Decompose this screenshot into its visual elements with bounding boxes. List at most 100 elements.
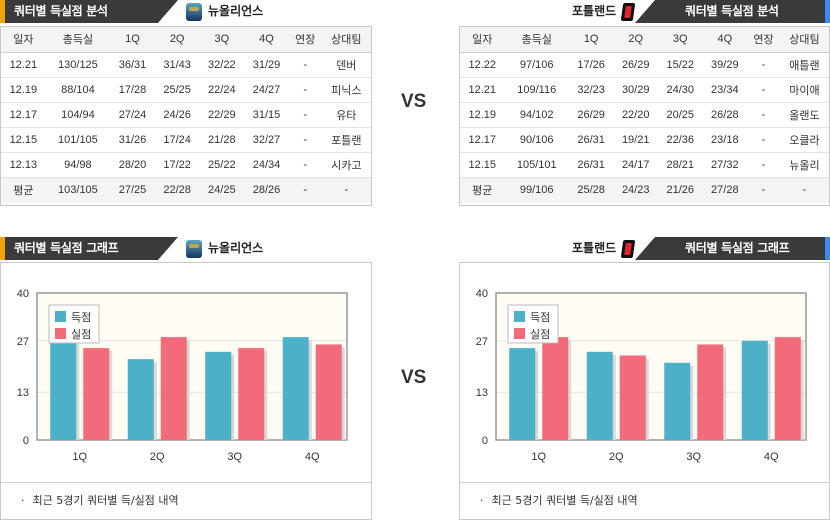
- table-cell: 12.17: [1, 102, 46, 128]
- table-cell: -: [288, 77, 322, 103]
- right-chart-panel: 0 13 27 40 1Q 2Q 3Q 4Q 득점 실점 · 최근 5경기 쿼터별 득/실점 내역: [459, 262, 830, 520]
- table-cell: 24/34: [244, 152, 289, 178]
- bar-score: [509, 348, 536, 440]
- table-cell: 12.21: [1, 52, 46, 78]
- bar-allowed: [542, 337, 569, 440]
- table-cell: 94/98: [45, 152, 111, 178]
- table-cell: -: [288, 152, 322, 178]
- table-cell: -: [288, 52, 322, 78]
- table-row: 12.19 88/104 17/28 25/25 22/24 24/27- 피닉스: [1, 77, 371, 103]
- table-cell: 26/28: [702, 102, 748, 128]
- right-chart-team-name: 포틀랜드: [572, 241, 617, 255]
- table-cell: 101/105: [45, 127, 111, 153]
- column-header: 2Q: [613, 27, 658, 53]
- table-cell: 12.19: [1, 77, 46, 103]
- left-chart-title: 쿼터별 득실점 그래프: [0, 237, 178, 260]
- column-header: 연장: [747, 27, 780, 53]
- table-cell: 31/26: [110, 127, 155, 153]
- average-row: 평균 103/105 27/25 22/28 24/25 28/26- -: [1, 177, 371, 203]
- table-cell: 12.15: [460, 152, 505, 178]
- pelicans-logo-icon: [186, 239, 202, 258]
- table-cell: 17/24: [154, 127, 200, 153]
- x-tick-label: 1Q: [531, 451, 546, 463]
- table-cell: 28/21: [657, 152, 703, 178]
- right-team-label: 포틀랜드: [572, 0, 636, 23]
- table-cell: 22/24: [199, 77, 245, 103]
- bar-score: [282, 337, 309, 440]
- table-cell: 90/106: [504, 127, 569, 153]
- average-cell: 27/28: [702, 177, 748, 203]
- average-cell: 24/25: [199, 177, 245, 203]
- table-cell: -: [288, 102, 322, 128]
- pelicans-logo-icon: [186, 2, 202, 21]
- table-cell: 12.22: [460, 52, 505, 78]
- bar-score: [127, 359, 154, 440]
- table-cell: 88/104: [45, 77, 111, 103]
- table-cell: 12.13: [1, 152, 46, 178]
- table-header-row: 일자 총득실 1Q 2Q 3Q 4Q 연장 상대팀: [1, 27, 371, 53]
- y-tick-label: 40: [476, 288, 488, 300]
- average-cell: 27/25: [110, 177, 155, 203]
- table-cell: 22/36: [657, 127, 703, 153]
- vs-label-top: VS: [401, 91, 427, 112]
- column-header: 상대팀: [779, 27, 829, 53]
- table-cell: 109/116: [504, 77, 569, 103]
- table-cell: -: [747, 52, 780, 78]
- legend-label: 득점: [71, 311, 91, 324]
- column-header: 1Q: [568, 27, 614, 53]
- table-cell: 17/22: [154, 152, 200, 178]
- vs-label-bottom: VS: [401, 367, 427, 388]
- legend-label: 실점: [530, 328, 550, 341]
- bullet-icon: ·: [21, 494, 25, 507]
- table-cell: 뉴올리: [779, 152, 829, 178]
- average-cell: -: [779, 177, 829, 203]
- left-team-name: 뉴올리언스: [208, 4, 264, 18]
- x-tick-label: 4Q: [305, 451, 320, 463]
- table-cell: 24/17: [613, 152, 658, 178]
- bar-allowed: [315, 344, 342, 440]
- column-header: 3Q: [199, 27, 245, 53]
- trail-blazers-logo-icon: [620, 2, 636, 21]
- average-cell: 25/28: [568, 177, 614, 203]
- y-tick-label: 40: [17, 288, 29, 300]
- bar-allowed: [83, 348, 110, 440]
- right-score-table: 일자 총득실 1Q 2Q 3Q 4Q 연장 상대팀 12.22 97/106 17/26 26/29…: [459, 26, 830, 206]
- table-cell: 22/20: [613, 102, 658, 128]
- y-tick-label: 27: [17, 336, 29, 348]
- table-cell: -: [747, 152, 780, 178]
- table-row: 12.21 109/116 32/23 30/29 24/30 23/34- 마이애: [460, 77, 829, 103]
- legend-swatch: [55, 328, 66, 339]
- table-cell: 105/101: [504, 152, 569, 178]
- left-table-header: 쿼터별 득실점 분석 뉴올리언스: [0, 0, 372, 23]
- x-tick-label: 3Q: [227, 451, 242, 463]
- table-cell: 25/22: [199, 152, 245, 178]
- table-cell: 26/31: [568, 127, 614, 153]
- table-cell: 94/102: [504, 102, 569, 128]
- left-chart-panel: 0 13 27 40 1Q 2Q 3Q 4Q 득점 실점 · 최근 5경기 쿼터별 득/실점 내역: [0, 262, 372, 520]
- table-cell: 27/32: [702, 152, 748, 178]
- left-chart-header: 쿼터별 득실점 그래프 뉴올리언스: [0, 237, 372, 260]
- column-header: 총득실: [504, 27, 569, 53]
- bar-allowed: [160, 337, 187, 440]
- table-cell: 애틀랜: [779, 52, 829, 78]
- x-tick-label: 2Q: [609, 451, 624, 463]
- table-row: 12.19 94/102 26/29 22/20 20/25 26/28- 올랜도: [460, 102, 829, 128]
- table-cell: 26/29: [568, 102, 614, 128]
- table-cell: 31/15: [244, 102, 289, 128]
- table-cell: 23/18: [702, 127, 748, 153]
- table-cell: 104/94: [45, 102, 111, 128]
- average-cell: -: [288, 177, 322, 203]
- table-cell: 130/125: [45, 52, 111, 78]
- table-cell: 15/22: [657, 52, 703, 78]
- table-cell: 32/27: [244, 127, 289, 153]
- table-row: 12.17 90/106 26/31 19/21 22/36 23/18- 오클라: [460, 127, 829, 153]
- table-cell: 마이애: [779, 77, 829, 103]
- table-cell: 17/26: [568, 52, 614, 78]
- average-cell: 103/105: [45, 177, 111, 203]
- table-cell: -: [747, 102, 780, 128]
- table-row: 12.15 101/105 31/26 17/24 21/28 32/27- 포틀랜: [1, 127, 371, 153]
- column-header: 총득실: [45, 27, 111, 53]
- x-tick-label: 3Q: [686, 451, 701, 463]
